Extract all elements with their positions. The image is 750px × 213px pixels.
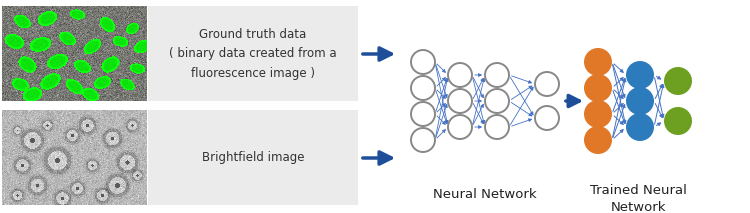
FancyBboxPatch shape: [148, 6, 358, 101]
Text: Neural Network: Neural Network: [433, 189, 537, 201]
Circle shape: [664, 107, 692, 135]
Circle shape: [584, 100, 612, 128]
Circle shape: [411, 76, 435, 100]
Circle shape: [626, 87, 654, 115]
Circle shape: [448, 115, 472, 139]
FancyBboxPatch shape: [148, 110, 358, 205]
Circle shape: [448, 63, 472, 87]
Circle shape: [485, 63, 509, 87]
Text: Trained Neural
Network: Trained Neural Network: [590, 184, 686, 213]
Circle shape: [626, 61, 654, 89]
Circle shape: [535, 72, 559, 96]
Text: Brightfield image: Brightfield image: [202, 151, 304, 164]
Circle shape: [584, 126, 612, 154]
Circle shape: [584, 74, 612, 102]
Circle shape: [485, 89, 509, 113]
Circle shape: [535, 106, 559, 130]
Circle shape: [584, 48, 612, 76]
Circle shape: [664, 67, 692, 95]
Circle shape: [411, 128, 435, 152]
Circle shape: [485, 115, 509, 139]
Circle shape: [411, 102, 435, 126]
Circle shape: [448, 89, 472, 113]
Circle shape: [411, 50, 435, 74]
Circle shape: [626, 113, 654, 141]
Text: Ground truth data
( binary data created from a
fluorescence image ): Ground truth data ( binary data created …: [170, 29, 337, 79]
